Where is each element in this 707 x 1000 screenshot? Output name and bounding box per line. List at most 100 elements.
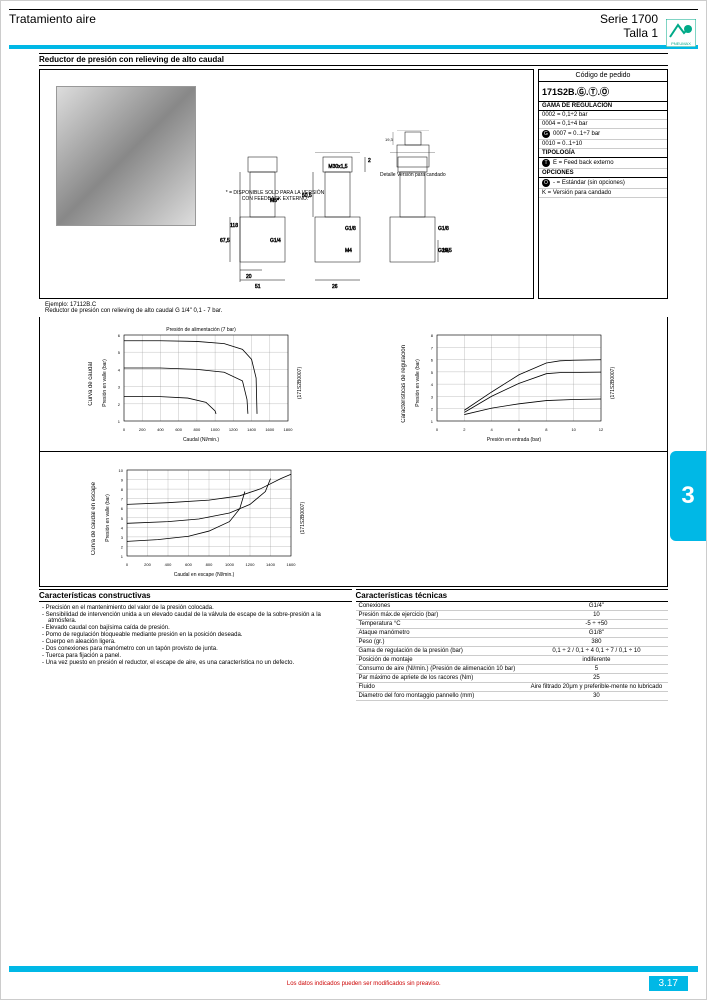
svg-text:1200: 1200 [245,562,255,567]
svg-text:Presión de alimentación (7 bar: Presión de alimentación (7 bar) [166,327,236,333]
table-row: Diametro del foro montaggio pannello (mm… [356,691,669,700]
order-row: K = Versión para candado [539,189,667,198]
svg-text:4: 4 [430,382,433,387]
svg-text:10: 10 [571,427,576,432]
svg-text:200: 200 [139,427,146,432]
svg-text:1000: 1000 [211,427,221,432]
svg-text:Presión en valle (bar): Presión en valle (bar) [105,494,111,542]
svg-text:6: 6 [430,357,433,362]
svg-text:1600: 1600 [286,562,296,567]
table-cell: Conexiones [356,602,525,611]
page-number: 3.17 [649,976,688,991]
table-cell: Diametro del foro montaggio pannello (mm… [356,691,525,700]
svg-text:800: 800 [205,562,212,567]
table-cell: indiferente [525,655,668,664]
table-cell: Ataque manómetro [356,628,525,637]
svg-text:800: 800 [194,427,201,432]
table-cell: Aire filtrado 20μm y preferible-mente no… [525,682,668,691]
table-cell: G1/8" [525,628,668,637]
order-row: 0002 = 0,1÷2 bar [539,111,667,120]
svg-text:19,3: 19,3 [385,137,394,142]
svg-text:3: 3 [430,394,433,399]
svg-text:118: 118 [230,223,238,229]
svg-text:51: 51 [255,284,261,290]
svg-text:G1/8: G1/8 [345,226,356,232]
diagram-box: * = DISPONIBLE SOLO PARA LA VERSIÓN CON … [39,69,534,299]
table-row: Presión máx.de ejercicio (bar)10 [356,610,669,619]
table-cell: -5 ÷ +50 [525,619,668,628]
list-item: Tuerca para fijación a panel. [42,653,349,659]
table-cell: Consumo de aire (Nl/min.) (Presión de al… [356,664,525,673]
svg-text:2: 2 [463,427,466,432]
order-sec-gama: GAMA DE REGULACIÓN [539,102,667,111]
svg-text:1800: 1800 [284,427,294,432]
table-row: Posición de montajeindiferente [356,655,669,664]
list-item: Sensibilidad de intervención unida a un … [42,612,349,624]
svg-text:Presión en entrada (bar): Presión en entrada (bar) [487,437,542,443]
svg-text:20: 20 [246,274,252,280]
svg-text:400: 400 [157,427,164,432]
svg-text:Caudal en escape (Nl/min.): Caudal en escape (Nl/min.) [173,572,234,578]
example: Ejemplo: 17112B.C Reductor de presión co… [39,299,668,317]
table-cell: Presión máx.de ejercicio (bar) [356,610,525,619]
svg-text:600: 600 [176,427,183,432]
table-cell: Posición de montaje [356,655,525,664]
svg-text:G1/8: G1/8 [438,226,449,232]
table-row: Peso (gr.)380 [356,637,669,646]
svg-text:600: 600 [185,562,192,567]
table-cell: 25 [525,673,668,682]
chapter-tab: 3 [670,451,706,541]
list-item: Cuerpo en aleación ligera. [42,639,349,645]
svg-text:6: 6 [118,333,121,338]
table-cell: Temperatura °C [356,619,525,628]
tech-title: Características técnicas [356,589,669,602]
tech-drawing-wrap: 118 67,5 M5* G1/4 20 51 45 [220,152,520,294]
bullet-g-icon: G [542,130,550,138]
charts-row-2: Curva de caudal en escape 02004006008001… [39,452,668,587]
svg-text:M30x1,5: M30x1,5 [328,164,347,170]
svg-text:3: 3 [118,384,121,389]
order-row: O- = Estándar (sin opciones) [539,178,667,189]
table-cell: G1/4" [525,602,668,611]
example-l2: Reductor de presión con relieving de alt… [45,308,662,314]
table-cell: 0,1 ÷ 2 / 0,1 ÷ 4 0,1 ÷ 7 / 0,1 ÷ 10 [525,646,668,655]
svg-text:7: 7 [120,496,123,501]
header-left: Tratamiento aire [9,12,96,26]
svg-text:50,5: 50,5 [302,193,312,199]
list-item: Elevado caudal con bajísima caída de pre… [42,625,349,631]
svg-text:26: 26 [332,284,338,290]
chart-svg: 0200400600800100012001400160012345678910… [99,458,309,578]
diagram-area: * = DISPONIBLE SOLO PARA LA VERSIÓN CON … [39,69,534,299]
svg-text:2: 2 [368,158,371,164]
svg-text:4: 4 [120,525,123,530]
order-row: 0010 = 0..1÷10 [539,140,667,149]
svg-text:4: 4 [118,367,121,372]
characteristics: Características constructivas Precisión … [39,589,668,701]
divider-bottom [9,966,698,972]
table-row: Ataque manómetroG1/8" [356,628,669,637]
svg-text:10: 10 [118,468,123,473]
chart2-side: Características de regulación [401,345,407,423]
table-cell: Gama de regulación de la presión (bar) [356,646,525,655]
table-row: Temperatura °C-5 ÷ +50 [356,619,669,628]
svg-text:0: 0 [436,427,439,432]
table-cell: 380 [525,637,668,646]
svg-text:1: 1 [118,419,121,424]
svg-text:8: 8 [120,487,123,492]
table-row: Par máximo de apriete de los racores (Nm… [356,673,669,682]
charts-row-1: Curva de caudal Presión de alimentación … [39,317,668,452]
chart3-side: Curva de caudal en escape [91,482,97,555]
svg-text:6: 6 [120,506,123,511]
table-row: ConexionesG1/4" [356,602,669,611]
table-row: Consumo de aire (Nl/min.) (Presión de al… [356,664,669,673]
svg-text:0: 0 [123,427,126,432]
construct-title: Características constructivas [39,589,352,602]
divider-top [9,45,698,49]
svg-text:200: 200 [144,562,151,567]
order-row: 0004 = 0,1÷4 bar [539,120,667,129]
svg-text:4: 4 [490,427,493,432]
order-box: Código de pedido 171S2B.Ⓖ.Ⓣ.Ⓞ GAMA DE RE… [538,69,668,299]
order-row: TE = Feed back externo [539,158,667,169]
svg-text:26,5: 26,5 [442,248,452,254]
order-sec-tipo: TIPOLOGÍA [539,149,667,158]
